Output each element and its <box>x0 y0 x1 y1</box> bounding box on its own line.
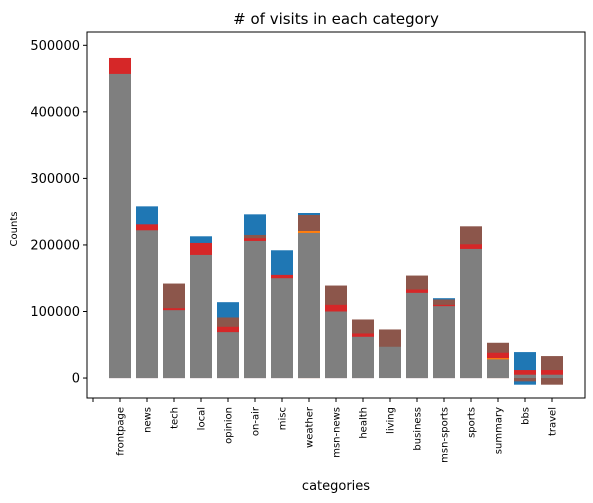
x-tick-label-frontpage: frontpage <box>116 407 127 456</box>
x-tick-label-news: news <box>143 407 154 433</box>
bar-news-6 <box>136 230 158 379</box>
y-tick-label: 400000 <box>30 105 80 120</box>
chart-title: # of visits in each category <box>233 10 439 28</box>
bar-bbs-2 <box>514 370 536 379</box>
x-tick-label-bbs: bbs <box>521 407 532 425</box>
bar-msn-news-6 <box>325 311 347 379</box>
bar-frontpage-6 <box>109 73 131 379</box>
bar-bbs-6 <box>514 374 536 379</box>
bar-travel-6 <box>541 374 563 379</box>
bar-living-6 <box>379 346 401 379</box>
x-tick-label-sports: sports <box>467 407 478 438</box>
x-tick-label-msn-sports: msn-sports <box>440 407 451 463</box>
x-tick-label-living: living <box>386 407 397 434</box>
y-tick-label: 0 <box>72 372 80 387</box>
bar-opinion-6 <box>217 332 239 379</box>
bar-local-6 <box>190 254 212 379</box>
x-tick-label-misc: misc <box>278 407 289 430</box>
x-tick-label-summary: summary <box>494 407 505 454</box>
bar-on-air-6 <box>244 240 266 379</box>
x-tick-label-travel: travel <box>548 407 559 436</box>
bar-summary-6 <box>487 359 509 379</box>
x-axis-label: categories <box>302 479 370 494</box>
plot-frame <box>86 31 586 399</box>
bar-business-6 <box>406 292 428 379</box>
x-tick-label-msn-news: msn-news <box>332 407 343 458</box>
x-tick-label-opinion: opinion <box>224 407 235 444</box>
x-axis: frontpage news tech local opinion on-air misc w… <box>92 398 559 463</box>
bar-tech-6 <box>163 310 185 379</box>
y-axis-label: Counts <box>9 212 20 247</box>
y-axis: 0 100000 200000 300000 400000 500000 <box>30 39 87 387</box>
x-tick-label-health: health <box>359 407 370 439</box>
bar-sports-6 <box>460 248 482 379</box>
x-tick-label-weather: weather <box>305 406 316 448</box>
bar-health-6 <box>352 336 374 379</box>
y-tick-label: 200000 <box>30 238 80 253</box>
bar-misc-6 <box>271 278 293 379</box>
bar-weather-6 <box>298 232 320 379</box>
x-tick-label-local: local <box>197 407 208 430</box>
x-tick-label-on-air: on-air <box>251 406 262 436</box>
bar-travel-2 <box>541 370 563 379</box>
bars-group <box>109 57 563 385</box>
y-tick-label: 100000 <box>30 305 80 320</box>
bar-bbs-5 <box>514 378 536 382</box>
bar-travel-5 <box>541 378 563 385</box>
y-tick-label: 300000 <box>30 172 80 187</box>
y-tick-label: 500000 <box>30 39 80 54</box>
bar-msn-sports-6 <box>433 306 455 379</box>
x-tick-label-business: business <box>413 407 424 451</box>
x-tick-label-tech: tech <box>170 407 181 429</box>
